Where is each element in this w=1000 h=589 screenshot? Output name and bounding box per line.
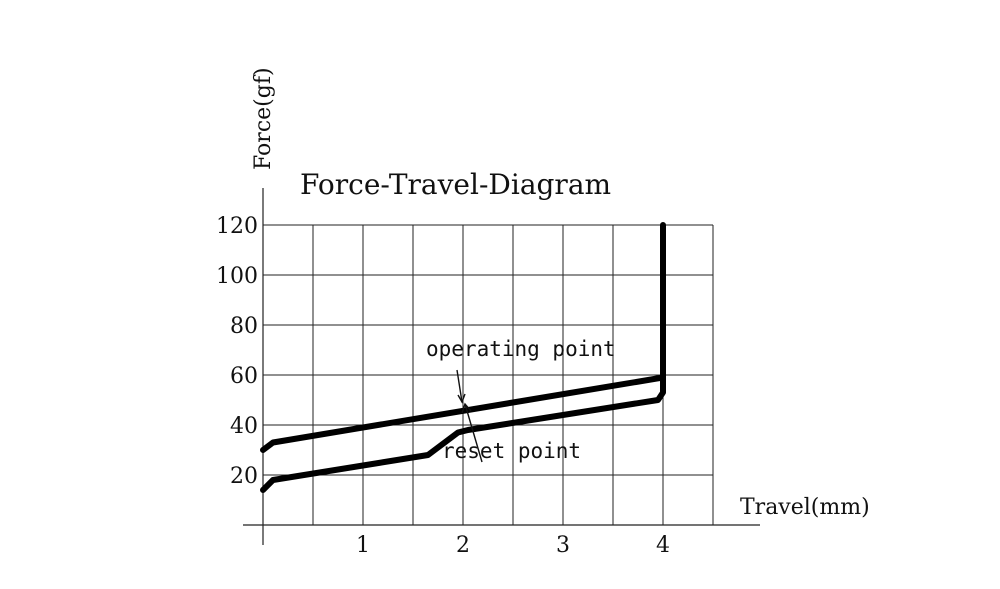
axes: [243, 188, 760, 545]
chart-title: Force-Travel-Diagram: [300, 168, 611, 201]
y-tick-label: 60: [230, 364, 258, 389]
grid: [263, 224, 714, 525]
y-tick-label: 100: [216, 264, 258, 289]
x-tick-label: 3: [556, 533, 570, 558]
operating-point-label: operating point: [426, 337, 616, 361]
x-tick-labels: 1 2 3 4: [356, 533, 670, 558]
reset-point-label: reset point: [442, 439, 581, 463]
reset-curve: [260, 372, 666, 493]
y-tick-label: 120: [216, 214, 258, 239]
x-tick-label: 1: [356, 533, 370, 558]
y-tick-label: 80: [230, 314, 258, 339]
y-tick-label: 20: [230, 464, 258, 489]
operating-point-arrow: [456, 369, 463, 403]
x-tick-label: 2: [456, 533, 470, 558]
x-axis-label: Travel(mm): [740, 495, 870, 520]
reset-point-arrow: [464, 403, 483, 463]
y-tick-label: 40: [230, 414, 258, 439]
x-tick-label: 4: [656, 533, 670, 558]
annotations: operating point reset point: [426, 337, 616, 463]
y-axis-label: Force(gf): [251, 67, 276, 170]
reset-point-arrowhead: [461, 402, 472, 414]
series-curves: [260, 222, 666, 493]
operating-point-arrowhead: [457, 393, 466, 404]
y-tick-labels: 20 40 60 80 100 120: [216, 214, 258, 489]
